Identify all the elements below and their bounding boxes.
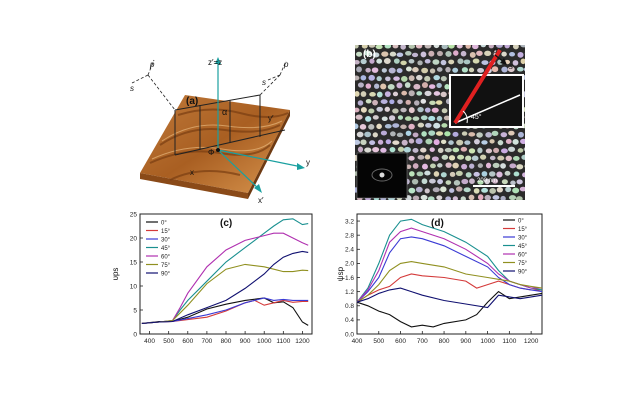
figure-panel-a: (a) p s p s z′=z y′ y x x′ α Φ xyxy=(130,55,325,205)
chart-c: 400 500 600 700 800 900 1000 1100 1200 0 5 10 15 20 25… xyxy=(111,211,313,345)
y-tick-label: 2.0 xyxy=(345,261,354,268)
topography-surface xyxy=(140,95,290,193)
inset-label-s: s xyxy=(509,62,513,71)
x-tick-label: 1000 xyxy=(257,338,272,345)
legend-label: 75° xyxy=(518,261,528,267)
panel-label: (c) xyxy=(220,218,232,229)
legend-label: 15° xyxy=(518,227,528,233)
y-tick-label: 2.4 xyxy=(345,247,354,254)
x-tick-label: 1100 xyxy=(276,338,290,345)
sem-micrograph: (b) p s 45° 200 nm xyxy=(355,45,525,200)
y-tick-label: 0.8 xyxy=(345,303,354,310)
angle-label-phi: Φ xyxy=(208,148,214,157)
series-line xyxy=(141,232,309,324)
coordinate-axes xyxy=(217,60,303,191)
legend-label: 75° xyxy=(161,263,171,269)
y-tick-label: 0.0 xyxy=(345,331,354,338)
y-tick-label: 1.2 xyxy=(345,289,354,296)
series-line xyxy=(141,263,309,324)
inset-angle-label: 45° xyxy=(471,113,482,121)
legend-label: 30° xyxy=(161,237,171,243)
series-line xyxy=(356,261,543,303)
y-tick-label: 2.8 xyxy=(345,232,354,239)
x-tick-label: 900 xyxy=(240,338,251,345)
series-line xyxy=(356,290,543,328)
incident-beam xyxy=(453,48,502,125)
legend-label: 45° xyxy=(161,246,171,252)
axis-label-x: x xyxy=(190,168,194,177)
y-tick-label: 15 xyxy=(130,259,138,266)
legend-label: 60° xyxy=(161,254,171,260)
y-tick-label: 25 xyxy=(130,211,138,218)
y-axis-label: ψsp xyxy=(336,266,345,281)
x-tick-label: 700 xyxy=(201,338,212,345)
series-line xyxy=(356,287,543,309)
y-tick-label: 5 xyxy=(133,307,137,314)
scale-bar xyxy=(473,185,515,187)
x-tick-label: 1000 xyxy=(480,338,495,345)
x-tick-label: 800 xyxy=(439,338,450,345)
legend-label: 30° xyxy=(518,235,528,241)
axis-label-s-left: s xyxy=(130,84,134,93)
x-tick-label: 500 xyxy=(163,338,174,345)
legend-label: 45° xyxy=(518,244,528,250)
y-tick-label: 1.6 xyxy=(345,275,354,282)
x-tick-label: 600 xyxy=(182,338,193,345)
y-tick-label: 0 xyxy=(133,331,137,338)
y-tick-label: 3.2 xyxy=(345,218,354,225)
series-line xyxy=(356,236,543,303)
surface-diagram: (a) p s p s z′=z y′ y x x′ α Φ xyxy=(130,57,310,205)
x-tick-label: 400 xyxy=(352,338,363,345)
legend-label: 90° xyxy=(518,269,528,275)
axis-label-y: y xyxy=(306,158,310,167)
angle-label-alpha: α xyxy=(222,107,227,117)
surface-ridges xyxy=(149,108,289,181)
y-axis-label: υps xyxy=(111,268,120,281)
axis-label-s-right: s xyxy=(262,78,266,87)
panel-a-label: (a) xyxy=(186,96,198,107)
figure-panel-b: (b) p s 45° 200 nm xyxy=(355,45,525,200)
y-tick-label: 20 xyxy=(130,235,138,242)
series-line xyxy=(141,299,309,324)
surface-side-right xyxy=(248,110,290,199)
y-tick-label: 10 xyxy=(130,283,138,290)
panel-b-label: (b) xyxy=(363,49,376,60)
axis-label-p-right: p xyxy=(283,60,289,69)
axis-label-z: z′=z xyxy=(208,58,222,67)
panel-label: (d) xyxy=(431,218,444,229)
x-tick-label: 700 xyxy=(417,338,428,345)
surface-side xyxy=(140,173,248,199)
y-tick-label: 0.4 xyxy=(345,317,354,324)
series-line xyxy=(356,218,543,303)
x-tick-label: 600 xyxy=(395,338,406,345)
chart-d: 400 500 600 700 800 900 1000 1100 1200 0.0 0.4 0.8 1… xyxy=(336,213,543,345)
axis-label-p-left: p xyxy=(149,60,155,69)
x-tick-label: 900 xyxy=(460,338,471,345)
x-tick-label: 500 xyxy=(373,338,384,345)
figure-panel-c: 400 500 600 700 800 900 1000 1100 1200 0 5 10 15 20 25… xyxy=(110,208,320,360)
scale-bar-label: 200 nm xyxy=(477,178,497,184)
x-tick-label: 400 xyxy=(144,338,155,345)
legend-label: 90° xyxy=(161,271,171,277)
figure-panel-d: 400 500 600 700 800 900 1000 1100 1200 0.0 0.4 0.8 1… xyxy=(335,208,550,360)
axis-label-x-prime: x′ xyxy=(258,196,264,205)
series-line xyxy=(141,250,309,324)
x-tick-label: 1200 xyxy=(295,338,310,345)
beam-inset xyxy=(449,74,524,128)
legend-label: 15° xyxy=(161,229,171,235)
legend-label: 0° xyxy=(161,220,167,226)
x-tick-label: 1100 xyxy=(502,338,516,345)
axis-label-y-prime: y′ xyxy=(268,114,274,123)
legend-label: 0° xyxy=(518,218,524,224)
x-tick-label: 1200 xyxy=(524,338,539,345)
legend-label: 60° xyxy=(518,252,528,258)
plot-frame xyxy=(356,213,543,335)
inset-label-p: p xyxy=(492,46,498,55)
x-tick-label: 800 xyxy=(221,338,232,345)
